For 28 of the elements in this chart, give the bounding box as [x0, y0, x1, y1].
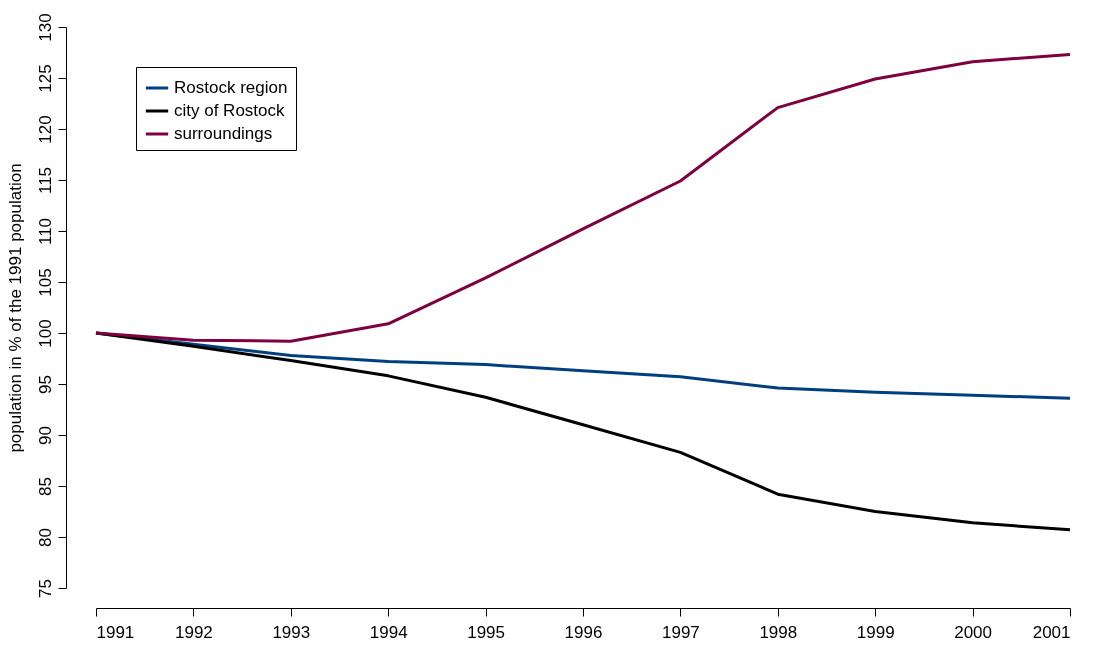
- y-tick-label: 90: [35, 426, 55, 445]
- x-tick-label: 1992: [174, 622, 213, 642]
- y-tick-label: 105: [35, 268, 55, 297]
- x-tick-label: 1995: [467, 622, 506, 642]
- y-tick-label: 120: [35, 115, 55, 144]
- x-tick-label: 1999: [856, 622, 895, 642]
- legend-label: Rostock region: [174, 78, 288, 97]
- x-tick-label: 1991: [96, 622, 135, 642]
- x-tick-label: 1994: [369, 622, 408, 642]
- line-series: [94, 53, 1072, 343]
- y-tick-label: 125: [35, 64, 55, 93]
- x-tick-label: 1998: [759, 622, 798, 642]
- legend-label: surroundings: [174, 124, 273, 143]
- y-tick-label: 95: [35, 375, 55, 394]
- y-tick-label: 75: [35, 579, 55, 598]
- y-axis-title: population in % of the 1991 population: [5, 163, 25, 453]
- x-tick-label: 1996: [564, 622, 603, 642]
- x-tick-label: 2000: [954, 622, 993, 642]
- y-tick-label: 80: [35, 528, 55, 547]
- x-tick-label: 2001: [1032, 622, 1071, 642]
- y-tick-label: 100: [35, 319, 55, 348]
- y-tick-label: 85: [35, 477, 55, 496]
- y-tick-label: 130: [35, 13, 55, 42]
- y-tick-label: 115: [35, 166, 55, 195]
- x-tick-label: 1993: [272, 622, 311, 642]
- y-tick-label: 110: [35, 217, 55, 246]
- legend-label: city of Rostock: [174, 101, 286, 120]
- x-tick-label: 1997: [661, 622, 700, 642]
